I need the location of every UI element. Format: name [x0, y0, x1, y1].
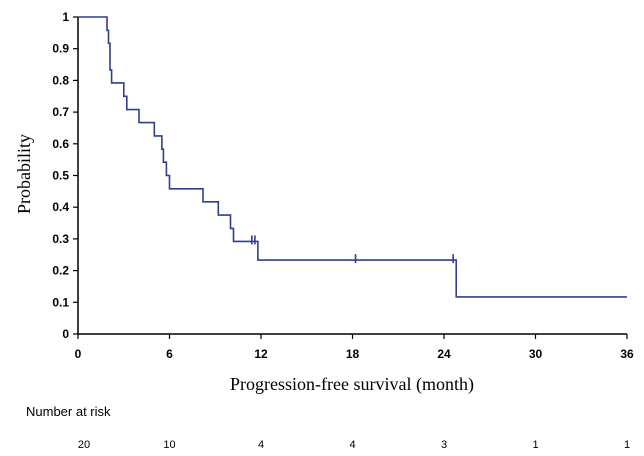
risk-count: 4 — [349, 439, 355, 451]
x-tick-label: 36 — [620, 347, 634, 361]
risk-count: 1 — [624, 439, 630, 451]
y-tick-label: 0.6 — [52, 137, 69, 151]
x-tick-label: 6 — [166, 347, 173, 361]
y-tick-label: 0 — [62, 327, 69, 341]
y-tick-label: 0.1 — [52, 295, 69, 309]
y-tick-label: 1 — [62, 10, 69, 24]
x-tick-label: 12 — [254, 347, 268, 361]
risk-table: 20 10 4 4 3 1 1 — [78, 439, 630, 451]
x-axis-label: Progression-free survival (month) — [230, 374, 474, 395]
y-tick-label: 0.4 — [52, 200, 69, 214]
risk-count: 4 — [258, 439, 264, 451]
y-axis-label: Probability — [14, 134, 34, 214]
y-tick-label: 0.9 — [52, 42, 69, 56]
y-tick-label: 0.2 — [52, 264, 69, 278]
plot-area: 0 0.1 0.2 0.3 0.4 0.5 0.6 0.7 0.8 0.9 1 0 6 12 18 24 30 3… — [52, 10, 634, 361]
x-tick-label: 18 — [346, 347, 360, 361]
risk-count: 20 — [78, 439, 90, 451]
risk-count: 3 — [441, 439, 447, 451]
y-tick-label: 0.5 — [52, 169, 69, 183]
x-tick-label: 24 — [437, 347, 451, 361]
survival-curve — [78, 16, 627, 298]
y-tick-label: 0.8 — [52, 73, 69, 87]
y-tick-label: 0.3 — [52, 232, 69, 246]
risk-count: 10 — [163, 439, 175, 451]
x-tick-label: 0 — [75, 347, 82, 361]
y-tick-label: 0.7 — [52, 105, 69, 119]
x-tick-label: 30 — [529, 347, 543, 361]
risk-count: 1 — [532, 439, 538, 451]
risk-table-title: Number at risk — [26, 404, 111, 419]
